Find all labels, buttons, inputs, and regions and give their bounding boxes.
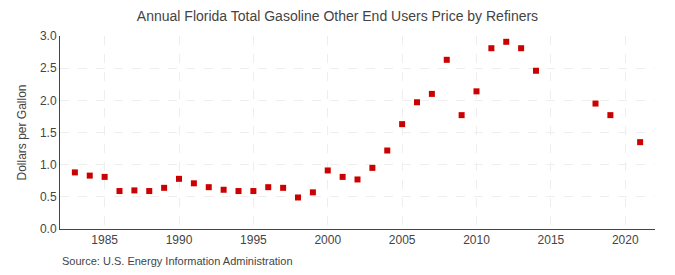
svg-text:3.0: 3.0 [40, 29, 57, 43]
svg-text:2010: 2010 [463, 233, 490, 247]
svg-text:Dollars per Gallon: Dollars per Gallon [15, 84, 29, 180]
svg-text:1985: 1985 [91, 233, 118, 247]
svg-text:Source: U.S. Energy Informatio: Source: U.S. Energy Information Administ… [62, 255, 293, 267]
svg-text:2015: 2015 [538, 233, 565, 247]
svg-text:0.5: 0.5 [40, 190, 57, 204]
svg-text:2005: 2005 [389, 233, 416, 247]
svg-text:0.0: 0.0 [40, 222, 57, 236]
svg-text:1.0: 1.0 [40, 158, 57, 172]
svg-text:2020: 2020 [612, 233, 639, 247]
svg-text:2.5: 2.5 [40, 61, 57, 75]
svg-text:1.5: 1.5 [40, 126, 57, 140]
svg-text:2000: 2000 [314, 233, 341, 247]
svg-text:1995: 1995 [240, 233, 267, 247]
svg-text:Annual Florida Total Gasoline: Annual Florida Total Gasoline Other End … [137, 8, 538, 24]
svg-text:2.0: 2.0 [40, 94, 57, 108]
svg-text:1990: 1990 [166, 233, 193, 247]
